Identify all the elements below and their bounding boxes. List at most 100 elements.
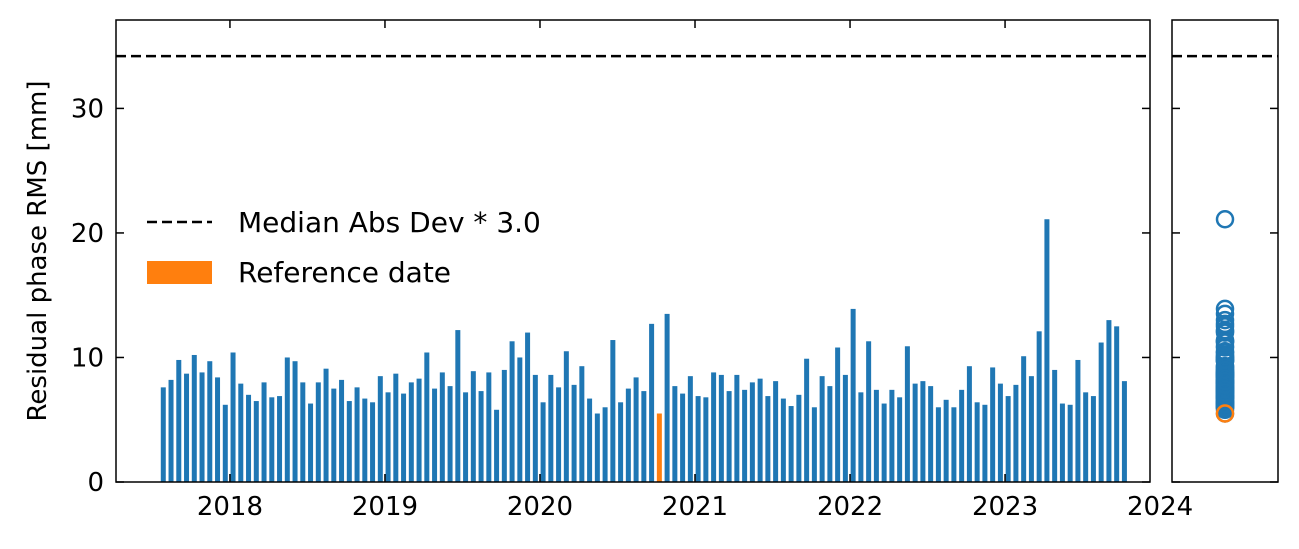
- bar: [1114, 326, 1120, 482]
- bar: [1044, 219, 1050, 482]
- bar: [470, 371, 476, 482]
- y-tick-label: 10: [71, 343, 104, 373]
- plot-frame: [115, 19, 1151, 483]
- bar: [447, 386, 453, 482]
- bar: [649, 323, 655, 482]
- bar: [556, 387, 562, 482]
- bar: [835, 347, 841, 482]
- bar: [842, 374, 848, 482]
- bar: [222, 404, 228, 482]
- bar: [1083, 392, 1089, 482]
- bar: [757, 378, 763, 482]
- bar: [168, 379, 174, 482]
- bar: [517, 357, 523, 482]
- distribution-point: [1215, 395, 1235, 415]
- bar: [796, 394, 802, 482]
- bar: [277, 396, 283, 482]
- legend-label: Median Abs Dev * 3.0: [238, 206, 541, 239]
- bar: [765, 396, 771, 482]
- bar: [656, 413, 662, 482]
- bar: [881, 403, 887, 482]
- bar: [401, 393, 407, 482]
- bar: [850, 308, 856, 482]
- bar: [703, 397, 709, 482]
- bar: [463, 392, 469, 482]
- bar: [1106, 320, 1112, 482]
- bar: [625, 388, 631, 482]
- bar: [323, 368, 329, 482]
- bar: [509, 341, 515, 482]
- bar: [370, 402, 376, 482]
- bar: [711, 372, 717, 482]
- bar: [339, 379, 345, 482]
- bar: [478, 391, 484, 482]
- bar: [579, 366, 585, 482]
- bar: [804, 358, 810, 482]
- distribution-point: [1215, 209, 1235, 229]
- bar: [176, 359, 182, 482]
- bar: [308, 403, 314, 482]
- legend-swatch: [147, 261, 212, 284]
- bar: [199, 372, 205, 482]
- bar: [1098, 342, 1104, 482]
- bar: [749, 382, 755, 482]
- bar: [215, 377, 221, 482]
- bar: [393, 373, 399, 482]
- bar: [284, 357, 290, 482]
- bar: [439, 372, 445, 482]
- bar: [773, 381, 779, 482]
- bar: [928, 386, 934, 482]
- bar: [788, 406, 794, 482]
- bar: [866, 341, 872, 482]
- bar: [1021, 356, 1027, 482]
- bar: [680, 393, 686, 482]
- bar: [966, 366, 972, 482]
- bar: [184, 373, 190, 482]
- bar: [742, 389, 748, 482]
- bar: [1036, 331, 1042, 482]
- bar: [1075, 359, 1081, 482]
- bar: [548, 374, 554, 482]
- bar: [160, 387, 166, 482]
- bar: [873, 389, 879, 482]
- bar: [687, 376, 693, 482]
- bar: [641, 391, 647, 482]
- bar: [416, 378, 422, 482]
- bar: [982, 404, 988, 482]
- y-tick-label: 0: [87, 468, 104, 498]
- bar: [602, 407, 608, 482]
- bar: [990, 367, 996, 482]
- bar: [974, 402, 980, 482]
- bar: [1067, 404, 1073, 482]
- legend-label: Reference date: [238, 256, 451, 289]
- bar: [695, 396, 701, 482]
- bar: [897, 397, 903, 482]
- bar: [858, 392, 864, 482]
- bar: [959, 389, 965, 482]
- bar: [432, 388, 438, 482]
- bar: [331, 388, 337, 482]
- bar: [811, 407, 817, 482]
- bar: [486, 372, 492, 482]
- bar: [408, 382, 414, 482]
- bar: [587, 398, 593, 482]
- bar: [424, 352, 430, 482]
- bar: [1028, 376, 1034, 482]
- bar: [261, 382, 267, 482]
- bar: [726, 391, 732, 482]
- x-tick-label: 2022: [817, 492, 883, 522]
- distribution-point: [1215, 371, 1235, 391]
- bar: [1059, 403, 1065, 482]
- bar: [571, 384, 577, 482]
- bar: [951, 407, 957, 482]
- y-tick-label: 20: [71, 219, 104, 249]
- bar: [912, 383, 918, 482]
- bar: [610, 340, 616, 482]
- bar: [362, 398, 368, 482]
- x-tick-label: 2020: [507, 492, 573, 522]
- bar: [354, 387, 360, 482]
- distribution-point: [1215, 360, 1235, 380]
- bar: [889, 389, 895, 482]
- plot-frame: [1171, 19, 1279, 483]
